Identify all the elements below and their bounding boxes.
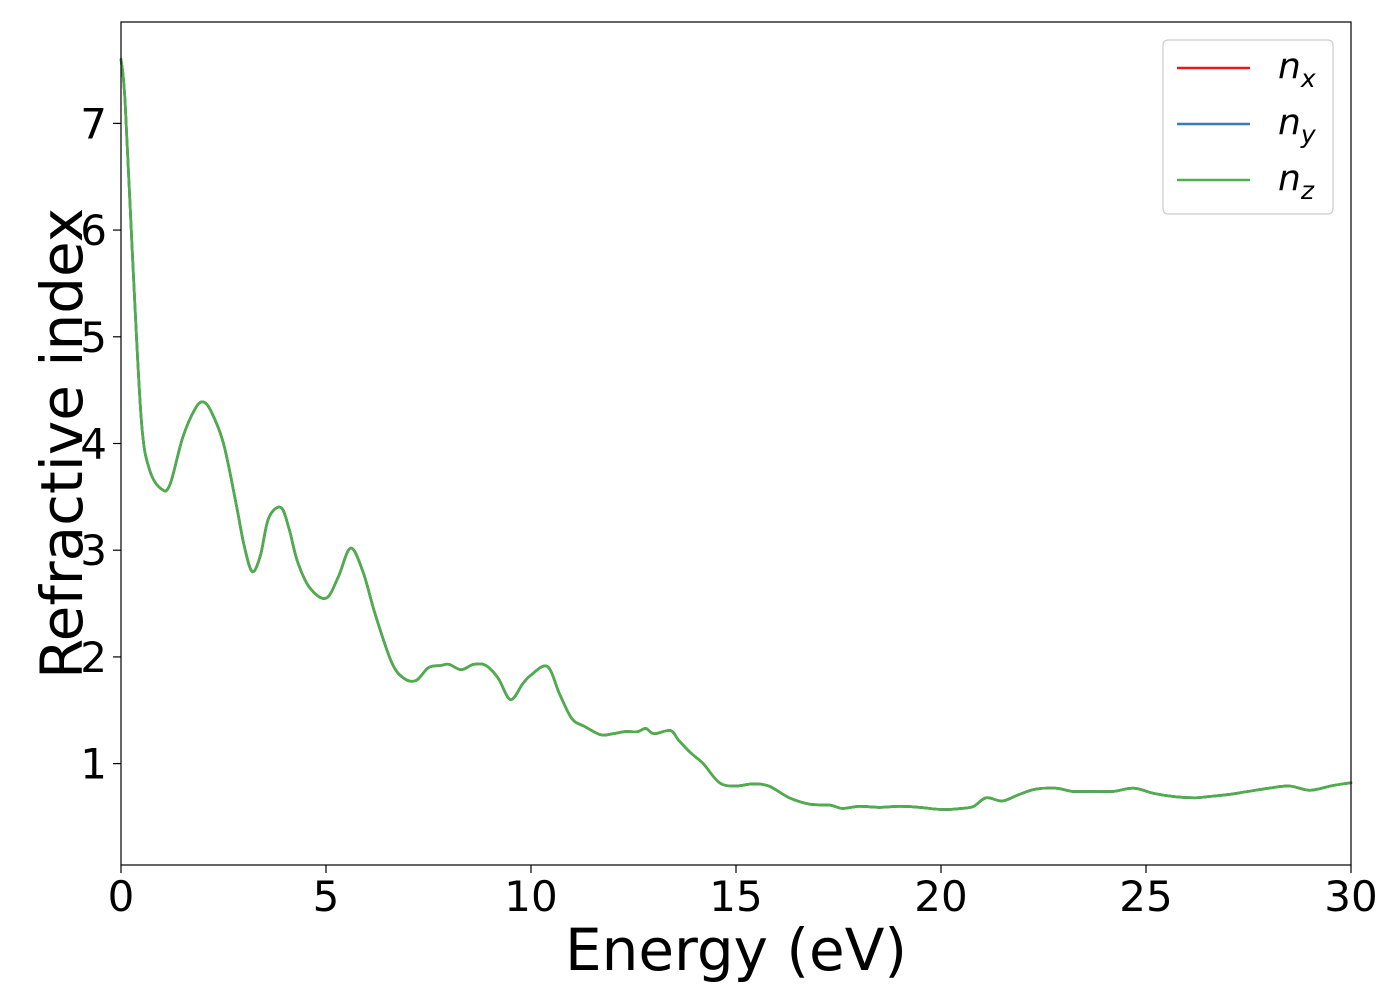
- legend-label: ny: [1278, 102, 1317, 149]
- y-tick-label: 2: [80, 633, 107, 682]
- x-axis-title: Energy (eV): [565, 916, 907, 984]
- y-tick-label: 1: [80, 740, 107, 789]
- series-layer: [119, 58, 1353, 811]
- x-tick-label: 0: [108, 872, 135, 921]
- series-line-3: [119, 58, 1353, 811]
- x-tick-label: 10: [504, 872, 557, 921]
- y-tick-label: 7: [80, 99, 107, 148]
- x-tick-label: 30: [1324, 872, 1377, 921]
- x-axis-ticks: 0 5 10 15 20 25 30: [108, 865, 1378, 921]
- legend: nx ny nz: [1162, 39, 1334, 215]
- plot-area-frame: [120, 21, 1352, 866]
- y-tick-label: 4: [80, 420, 107, 469]
- x-tick-label: 25: [1119, 872, 1172, 921]
- legend-label: nz: [1278, 158, 1315, 205]
- legend-label: nx: [1278, 46, 1316, 93]
- x-tick-label: 20: [914, 872, 967, 921]
- y-tick-label: 5: [80, 313, 107, 362]
- x-tick-label: 5: [313, 872, 340, 921]
- x-tick-label: 15: [709, 872, 762, 921]
- legend-box: [1162, 39, 1334, 215]
- y-axis-ticks: 1 2 3 4 5 6 7: [80, 99, 121, 789]
- y-axis-title: Refractive index: [28, 208, 96, 679]
- y-tick-label: 3: [80, 526, 107, 575]
- y-tick-label: 6: [80, 206, 107, 255]
